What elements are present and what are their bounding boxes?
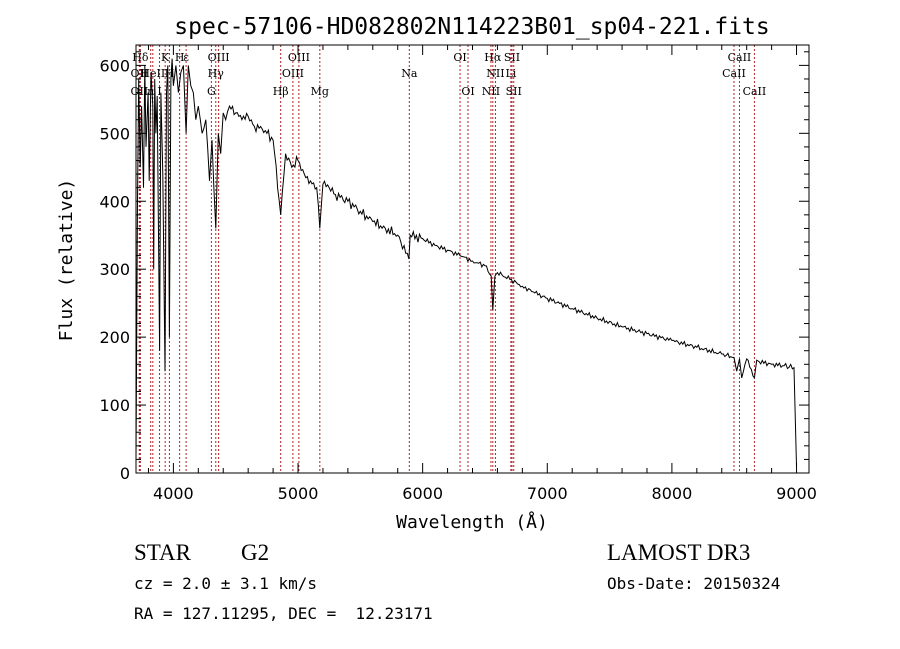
line-label-21: SII bbox=[504, 51, 520, 64]
x-tick-label-0: 4000 bbox=[153, 484, 194, 503]
y-tick-label-1: 100 bbox=[99, 396, 130, 415]
line-label-17: Na bbox=[401, 67, 418, 80]
chart-title: spec-57106-HD082802N114223B01_sp04-221.f… bbox=[174, 14, 769, 40]
line-label-15: Hβ bbox=[273, 85, 289, 98]
line-label-8: H bbox=[175, 51, 185, 64]
line-label-5: H bbox=[165, 67, 175, 80]
x-tick-label-2: 6000 bbox=[402, 484, 443, 503]
y-axis: 0 100 200 300 400 500 600 bbox=[99, 51, 809, 483]
y-tick-label-6: 600 bbox=[99, 56, 130, 75]
line-label-27: CaII bbox=[722, 67, 746, 80]
line-label-28: CaII bbox=[743, 85, 767, 98]
line-label-3: K bbox=[161, 51, 170, 64]
line-label-25: SII bbox=[506, 85, 522, 98]
line-label-24: NII bbox=[482, 85, 500, 98]
line-label-13: OIII bbox=[288, 51, 310, 64]
line-label-16: Mg bbox=[311, 85, 329, 98]
survey-name: LAMOST DR3 bbox=[607, 540, 751, 565]
x-axis: 4000 5000 6000 7000 8000 9000 bbox=[147, 45, 817, 503]
x-axis-label: Wavelength (Å) bbox=[396, 511, 548, 533]
line-label-10: OIII bbox=[208, 51, 230, 64]
line-label-19: OI bbox=[461, 85, 474, 98]
spectral-subclass: G2 bbox=[241, 540, 270, 565]
y-tick-label-0: 0 bbox=[120, 464, 130, 483]
object-type: STAR bbox=[134, 540, 191, 565]
y-tick-label-2: 200 bbox=[99, 328, 130, 347]
y-axis-label: Flux (relative) bbox=[56, 179, 77, 342]
spectrum-chart: spec-57106-HD082802N114223B01_sp04-221.f… bbox=[56, 14, 817, 533]
y-tick-label-3: 300 bbox=[99, 260, 130, 279]
coordinates: RA = 127.11295, DEC = 12.23171 bbox=[134, 604, 433, 623]
line-label-20: Hα bbox=[484, 51, 502, 64]
line-label-11: Hγ bbox=[208, 67, 225, 80]
line-label-7: I bbox=[157, 85, 161, 98]
line-label-0: Hδ bbox=[132, 51, 149, 64]
line-label-4: HeII bbox=[140, 67, 165, 80]
spectrum-series bbox=[135, 58, 797, 467]
line-label-26: CaII bbox=[728, 51, 752, 64]
line-label-12: G bbox=[207, 85, 216, 98]
line-label-9: ε bbox=[183, 51, 189, 64]
x-tick-label-5: 9000 bbox=[776, 484, 817, 503]
line-label-18: OI bbox=[453, 51, 466, 64]
line-label-23: Li bbox=[505, 67, 516, 80]
y-tick-label-4: 400 bbox=[99, 192, 130, 211]
redshift-velocity: cz = 2.0 ± 3.1 km/s bbox=[134, 574, 318, 593]
x-tick-label-4: 8000 bbox=[652, 484, 693, 503]
y-tick-label-5: 500 bbox=[99, 124, 130, 143]
x-tick-label-3: 7000 bbox=[527, 484, 568, 503]
spectrum-line-0 bbox=[135, 58, 797, 467]
line-label-14: OIII bbox=[282, 67, 304, 80]
plot-frame bbox=[135, 44, 810, 474]
observation-date: Obs-Date: 20150324 bbox=[607, 574, 781, 593]
x-tick-label-1: 5000 bbox=[278, 484, 319, 503]
line-label-22: NII bbox=[486, 67, 504, 80]
